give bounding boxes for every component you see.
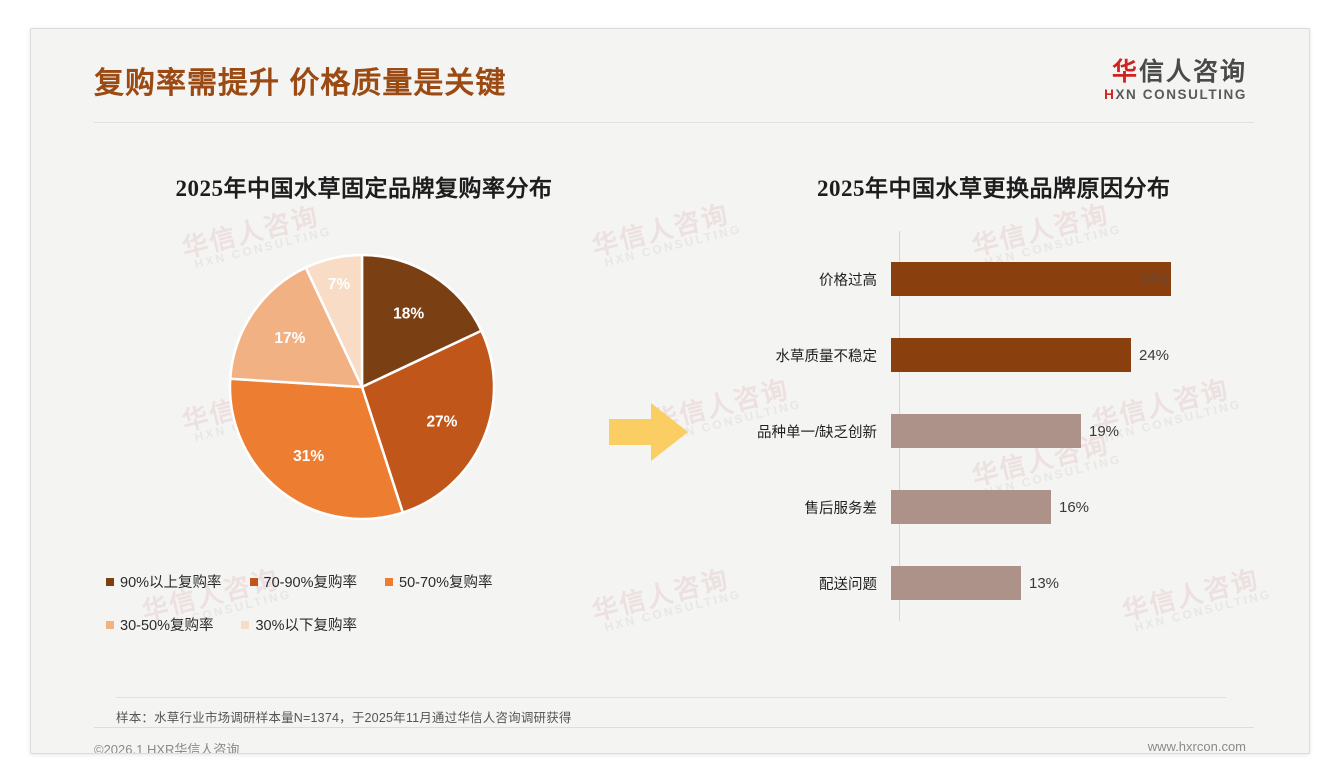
legend-item-label: 30%以下复购率 xyxy=(255,618,358,634)
legend-swatch-icon xyxy=(106,620,114,629)
bar-category-label: 价格过高 xyxy=(819,272,877,289)
bar-chart-title: 2025年中国水草更换品牌原因分布 xyxy=(817,176,1171,201)
legend-item[interactable]: 50-70%复购率 xyxy=(385,571,493,592)
bar-category-label: 水草质量不稳定 xyxy=(775,348,878,365)
bar-category-label: 售后服务差 xyxy=(804,500,878,517)
bar-row: 品种单一/缺乏创新 19% xyxy=(731,413,1271,449)
bar-track: 28% xyxy=(891,261,1271,297)
pie-slice[interactable] xyxy=(228,265,365,389)
company-logo: 华信人咨询 HXN CONSULTING xyxy=(1104,59,1247,102)
bar-value-label: 24% xyxy=(1139,346,1170,364)
sample-footnote: 样本：水草行业市场调研样本量N=1374，于2025年11月通过华信人咨询调研获… xyxy=(116,711,572,725)
pie-slice-label: 7% xyxy=(328,276,351,293)
bar-chart-panel: 2025年中国水草更换品牌原因分布 价格过高 28% 水草质量不稳定 24% 品种单一/… xyxy=(731,169,1271,679)
bar-track: 24% xyxy=(891,337,1271,373)
footnote-divider xyxy=(116,697,1226,698)
legend-item[interactable]: 30%以下复购率 xyxy=(241,614,357,635)
bar-track: 13% xyxy=(891,565,1271,601)
bar-value-label: 19% xyxy=(1089,422,1120,440)
pie-chart-panel: 2025年中国水草固定品牌复购率分布 18% 27% 31% 17% 7% 90%以上复… xyxy=(94,169,634,679)
bar-value-label: 16% xyxy=(1059,498,1090,516)
bar-fill[interactable] xyxy=(891,490,1051,524)
pie-slice[interactable] xyxy=(360,253,484,389)
transition-arrow xyxy=(609,401,689,468)
legend-swatch-icon xyxy=(249,577,258,586)
legend-item[interactable]: 70-90%复购率 xyxy=(249,571,358,592)
legend-item-label: 50-70%复购率 xyxy=(399,575,493,591)
bar-fill[interactable] xyxy=(891,338,1131,372)
bar-value-label: 28% xyxy=(1141,270,1172,288)
pie-slice-label: 18% xyxy=(393,305,424,322)
bar-row: 价格过高 28% xyxy=(731,261,1271,297)
bar-chart-area: 价格过高 28% 水草质量不稳定 24% 品种单一/缺乏创新 19% 售后服务差 16% 配送问… xyxy=(731,231,1271,631)
legend-item[interactable]: 90%以上复购率 xyxy=(106,571,222,592)
logo-accent-char: 华 xyxy=(1111,58,1139,86)
legend-swatch-icon xyxy=(241,620,250,629)
logo-chinese-text: 华信人咨询 xyxy=(1104,59,1247,85)
legend-swatch-icon xyxy=(385,577,394,586)
bar-track: 19% xyxy=(891,413,1271,449)
bar-value-label: 13% xyxy=(1029,574,1060,592)
legend-row: 90%以上复购率 70-90%复购率 50-70%复购率 xyxy=(106,571,634,592)
pie-slice[interactable] xyxy=(228,377,405,521)
logo-en-accent: H xyxy=(1104,87,1116,103)
bar-track: 16% xyxy=(891,489,1271,525)
logo-rest-chars: 信人咨询 xyxy=(1138,58,1247,86)
logo-en-rest: XN CONSULTING xyxy=(1115,87,1247,103)
pie-slice-label: 27% xyxy=(426,414,457,431)
copyright-text: ©2026.1 HXR华信人咨询 xyxy=(94,742,240,754)
bar-row: 售后服务差 16% xyxy=(731,489,1271,525)
pie-slice[interactable] xyxy=(360,329,496,515)
legend-row: 30-50%复购率 30%以下复购率 xyxy=(106,614,634,635)
bar-fill[interactable] xyxy=(891,414,1081,448)
pie-slice-label: 17% xyxy=(274,330,305,347)
logo-english-text: HXN CONSULTING xyxy=(1104,87,1247,102)
legend-swatch-icon xyxy=(106,577,114,586)
legend-item-label: 30-50%复购率 xyxy=(120,618,214,634)
bar-fill[interactable] xyxy=(891,566,1021,600)
legend-item[interactable]: 30-50%复购率 xyxy=(106,614,213,635)
pie-legend: 90%以上复购率 70-90%复购率 50-70%复购率 30-50%复购率 30%以下… xyxy=(94,571,634,635)
right-arrow-icon xyxy=(609,403,688,461)
website-url[interactable]: www.hxrcon.com xyxy=(1147,739,1246,754)
pie-slice-label: 31% xyxy=(293,448,324,465)
header-divider xyxy=(94,122,1254,123)
bar-row: 水草质量不稳定 24% xyxy=(731,337,1271,373)
page-title: 复购率需提升 价格质量是关键 xyxy=(94,67,507,100)
bar-category-label: 品种单一/缺乏创新 xyxy=(756,424,877,441)
bar-category-label: 配送问题 xyxy=(819,576,877,593)
bar-fill[interactable] xyxy=(891,262,1171,296)
bar-row: 配送问题 13% xyxy=(731,565,1271,601)
pie-slice[interactable] xyxy=(304,253,364,388)
pie-chart-title: 2025年中国水草固定品牌复购率分布 xyxy=(175,176,553,201)
legend-item-label: 70-90%复购率 xyxy=(263,575,358,591)
slide-header: 复购率需提升 价格质量是关键 华信人咨询 HXN CONSULTING xyxy=(31,29,1309,125)
footer-divider xyxy=(94,727,1254,728)
pie-chart-area: 18% 27% 31% 17% 7% xyxy=(94,245,634,545)
pie-chart-svg: 18% 27% 31% 17% 7% xyxy=(228,253,496,521)
slide-canvas: 华信人咨询 HXN CONSULTING 华信人咨询 HXN CONSULTING 华信… xyxy=(30,28,1310,754)
legend-item-label: 90%以上复购率 xyxy=(120,575,222,591)
